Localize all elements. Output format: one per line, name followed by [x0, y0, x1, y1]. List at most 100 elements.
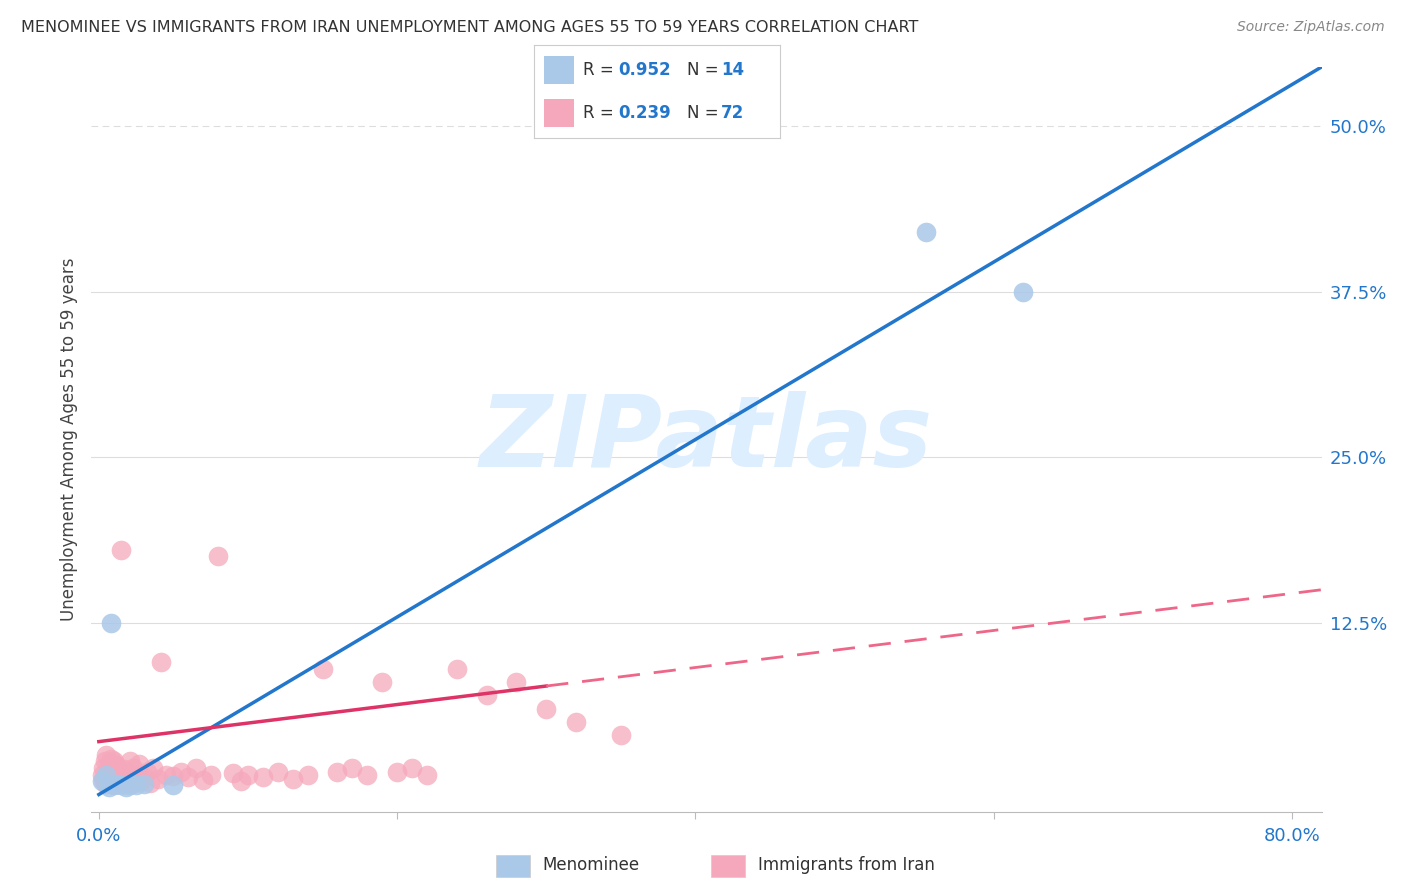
Text: R =: R = [583, 61, 620, 78]
Point [100, 752, 122, 766]
Point [94, 755, 117, 769]
Point [138, 775, 160, 789]
Point [96, 767, 118, 781]
Bar [496, 855, 530, 877]
Point [112, 763, 135, 777]
Text: Menominee: Menominee [543, 855, 640, 874]
Point [105, 777, 128, 791]
Point [94, 775, 117, 789]
Point [110, 778, 132, 792]
Point [111, 775, 134, 789]
Point [127, 767, 149, 781]
Point [96, 777, 118, 791]
Bar [544, 56, 574, 84]
Point [475, 688, 498, 702]
Point [105, 777, 128, 791]
Point [311, 662, 333, 676]
Point [98, 780, 121, 794]
Point [129, 774, 152, 789]
Point [401, 761, 423, 775]
Point [148, 772, 170, 786]
Point [505, 675, 527, 690]
Point [110, 542, 132, 557]
Point [170, 765, 193, 780]
Point [100, 772, 122, 787]
Point [229, 774, 252, 789]
Point [141, 761, 163, 775]
Point [610, 728, 633, 742]
Point [915, 225, 938, 239]
Point [135, 765, 157, 780]
Point [236, 767, 259, 781]
Point [110, 774, 132, 789]
Point [98, 757, 121, 772]
Point [105, 760, 128, 774]
Text: R =: R = [583, 104, 620, 122]
Text: N =: N = [686, 61, 724, 78]
Point [326, 765, 349, 780]
Point [416, 767, 439, 781]
Point [1012, 285, 1035, 299]
Text: 72: 72 [721, 104, 745, 122]
Point [103, 774, 125, 789]
Point [100, 615, 122, 630]
Point [125, 778, 148, 792]
Point [121, 777, 143, 791]
Point [222, 766, 245, 780]
Point [446, 662, 468, 676]
Point [104, 757, 127, 772]
Text: N =: N = [686, 104, 724, 122]
Point [108, 765, 131, 780]
Point [128, 757, 150, 772]
Text: MENOMINEE VS IMMIGRANTS FROM IRAN UNEMPLOYMENT AMONG AGES 55 TO 59 YEARS CORRELA: MENOMINEE VS IMMIGRANTS FROM IRAN UNEMPL… [21, 20, 918, 35]
Point [97, 765, 120, 780]
Point [118, 774, 141, 789]
Point [193, 772, 215, 787]
Point [122, 761, 145, 775]
Point [90, 774, 112, 789]
Point [90, 767, 112, 781]
Point [103, 755, 125, 769]
Text: ZIPatlas: ZIPatlas [479, 391, 934, 488]
Point [132, 777, 155, 791]
Point [252, 770, 274, 784]
Point [155, 767, 177, 781]
Point [162, 769, 184, 783]
Y-axis label: Unemployment Among Ages 55 to 59 years: Unemployment Among Ages 55 to 59 years [59, 258, 77, 621]
Point [96, 747, 118, 762]
Point [162, 778, 184, 792]
Text: Immigrants from Iran: Immigrants from Iran [758, 855, 935, 874]
Point [125, 772, 148, 787]
Text: 14: 14 [721, 61, 744, 78]
Point [118, 778, 141, 792]
Point [114, 780, 136, 794]
Point [177, 770, 200, 784]
Point [281, 772, 304, 786]
Point [107, 772, 129, 786]
Point [101, 777, 124, 791]
Point [132, 770, 155, 784]
Point [297, 767, 319, 781]
Point [103, 778, 125, 792]
Point [534, 701, 557, 715]
Text: 0.952: 0.952 [619, 61, 671, 78]
Point [91, 772, 114, 787]
Point [96, 770, 118, 784]
Point [385, 765, 408, 780]
Point [150, 655, 173, 669]
Text: Source: ZipAtlas.com: Source: ZipAtlas.com [1237, 20, 1385, 34]
Point [98, 775, 121, 789]
Point [371, 675, 394, 690]
Point [97, 774, 120, 789]
Point [184, 761, 207, 775]
Point [91, 761, 114, 775]
Point [267, 765, 290, 780]
Point [101, 761, 124, 775]
Point [114, 770, 136, 784]
Text: 0.239: 0.239 [619, 104, 671, 122]
Point [565, 714, 588, 729]
Bar [544, 99, 574, 127]
Point [104, 775, 127, 789]
Point [200, 767, 222, 781]
Point [120, 755, 142, 769]
